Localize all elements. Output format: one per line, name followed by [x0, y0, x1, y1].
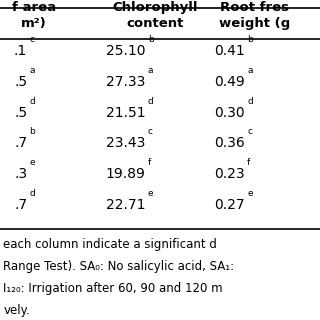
Text: 0.23: 0.23	[214, 167, 245, 181]
Text: m²): m²)	[21, 17, 46, 30]
Text: f area: f area	[12, 1, 56, 14]
Text: .1: .1	[14, 44, 27, 58]
Text: 0.30: 0.30	[214, 106, 245, 120]
Text: b: b	[247, 35, 253, 44]
Text: d: d	[148, 97, 154, 106]
Text: Root fres: Root fres	[220, 1, 289, 14]
Text: Chlorophyll: Chlorophyll	[112, 1, 198, 14]
Text: e: e	[247, 189, 253, 198]
Text: content: content	[126, 17, 184, 30]
Text: 22.71: 22.71	[106, 198, 146, 212]
Text: .5: .5	[14, 75, 27, 89]
Text: .7: .7	[14, 136, 27, 150]
Text: I₁₂₀: Irrigation after 60, 90 and 120 m: I₁₂₀: Irrigation after 60, 90 and 120 m	[3, 282, 223, 295]
Text: d: d	[29, 97, 35, 106]
Text: vely.: vely.	[3, 304, 30, 317]
Text: d: d	[247, 97, 253, 106]
Text: 25.10: 25.10	[106, 44, 146, 58]
Text: .3: .3	[14, 167, 27, 181]
Text: f: f	[247, 158, 250, 167]
Text: b: b	[148, 35, 154, 44]
Text: f: f	[148, 158, 151, 167]
Text: each column indicate a significant d: each column indicate a significant d	[3, 238, 217, 252]
Text: e: e	[148, 189, 154, 198]
Text: 27.33: 27.33	[106, 75, 146, 89]
Text: c: c	[148, 127, 153, 136]
Text: .7: .7	[14, 198, 27, 212]
Text: d: d	[29, 189, 35, 198]
Text: 0.27: 0.27	[214, 198, 245, 212]
Text: weight (g: weight (g	[219, 17, 290, 30]
Text: 19.89: 19.89	[106, 167, 146, 181]
Text: e: e	[29, 158, 35, 167]
Text: 0.36: 0.36	[214, 136, 245, 150]
Text: 0.49: 0.49	[214, 75, 245, 89]
Text: a: a	[148, 66, 153, 75]
Text: b: b	[29, 127, 35, 136]
Text: .5: .5	[14, 106, 27, 120]
Text: 0.41: 0.41	[214, 44, 245, 58]
Text: a: a	[29, 66, 35, 75]
Text: c: c	[29, 35, 35, 44]
Text: a: a	[247, 66, 252, 75]
Text: 23.43: 23.43	[106, 136, 146, 150]
Text: Range Test). SA₀: No salicylic acid, SA₁:: Range Test). SA₀: No salicylic acid, SA₁…	[3, 260, 234, 273]
Text: 21.51: 21.51	[106, 106, 146, 120]
Text: c: c	[247, 127, 252, 136]
